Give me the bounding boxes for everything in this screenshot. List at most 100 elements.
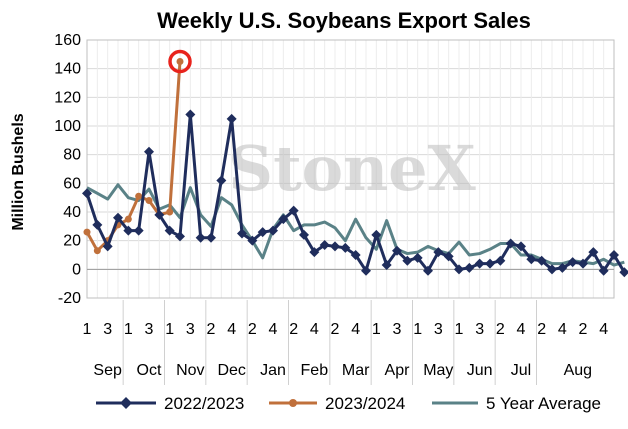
data-point xyxy=(113,212,123,223)
y-tick-label: 20 xyxy=(63,233,81,250)
x-tick-label: 4 xyxy=(599,321,608,338)
y-tick-labels: -20 0 20 40 60 80 100 120 140 160 xyxy=(54,32,81,307)
data-point xyxy=(464,262,475,273)
month-label: Sep xyxy=(93,362,122,379)
data-point xyxy=(609,250,619,260)
data-point xyxy=(124,215,132,223)
month-label: Apr xyxy=(385,362,411,379)
data-point xyxy=(145,197,153,205)
month-label: Oct xyxy=(137,362,162,379)
x-tick-label: 3 xyxy=(393,321,402,338)
data-point xyxy=(402,255,413,266)
data-point xyxy=(330,241,340,252)
data-point xyxy=(166,208,174,216)
data-point xyxy=(185,109,196,120)
x-tick-label: 1 xyxy=(372,321,381,338)
y-tick-label: 120 xyxy=(54,89,81,106)
data-point xyxy=(195,232,206,243)
month-label: Aug xyxy=(564,362,592,379)
data-point xyxy=(299,229,309,240)
y-tick-label: -20 xyxy=(58,290,81,307)
data-point xyxy=(144,146,154,157)
highlight-circle xyxy=(168,49,192,74)
legend-swatch-marker xyxy=(120,397,132,409)
x-tick-label: 4 xyxy=(517,321,526,338)
legend-label: 2023/2024 xyxy=(325,394,405,413)
x-tick-label: 2 xyxy=(248,321,257,338)
x-tick-label: 4 xyxy=(558,321,567,338)
data-point xyxy=(268,225,278,236)
x-tick-label: 3 xyxy=(434,321,443,338)
data-point xyxy=(154,209,165,220)
data-point xyxy=(340,242,351,253)
data-point xyxy=(93,247,101,255)
month-label: Jul xyxy=(511,362,531,379)
data-point xyxy=(226,113,237,124)
x-tick-label: 2 xyxy=(331,321,340,338)
data-point xyxy=(92,219,103,230)
data-point xyxy=(516,241,526,252)
data-point xyxy=(454,264,464,275)
month-label: Feb xyxy=(301,362,329,379)
data-point xyxy=(135,192,143,200)
legend-swatch-marker xyxy=(289,399,297,407)
data-point xyxy=(412,252,423,263)
data-point xyxy=(206,232,216,243)
data-point xyxy=(216,175,227,186)
series-layer xyxy=(82,49,628,278)
x-tick-label: 2 xyxy=(537,321,546,338)
data-point xyxy=(257,227,268,238)
month-label: Jun xyxy=(467,362,493,379)
data-point xyxy=(278,214,289,225)
data-point xyxy=(288,205,299,216)
data-point xyxy=(237,228,247,239)
month-label: Jan xyxy=(260,362,286,379)
x-tick-label: 3 xyxy=(186,321,195,338)
data-point xyxy=(175,231,185,242)
watermark-text: StoneX xyxy=(228,132,476,205)
data-point xyxy=(619,267,628,278)
data-point xyxy=(350,250,361,260)
series-line xyxy=(86,183,625,267)
x-tick-label: 1 xyxy=(413,321,422,338)
month-label: Mar xyxy=(342,362,370,379)
series-line xyxy=(85,61,182,253)
data-point xyxy=(567,257,578,268)
data-point xyxy=(505,238,516,249)
data-point xyxy=(578,258,588,269)
data-point xyxy=(133,225,144,236)
legend: 2022/2023 2023/2024 5 Year Average xyxy=(96,394,601,413)
x-tick-label: 1 xyxy=(83,321,92,338)
x-tick-label: 2 xyxy=(579,321,588,338)
y-tick-label: 160 xyxy=(54,32,81,49)
x-tick-label: 2 xyxy=(496,321,505,338)
legend-label: 2022/2023 xyxy=(164,394,244,413)
legend-item: 2022/2023 xyxy=(96,394,244,413)
x-tick-label: 1 xyxy=(455,321,464,338)
x-tick-label: 2 xyxy=(207,321,216,338)
data-point xyxy=(123,225,134,236)
legend-label: 5 Year Average xyxy=(486,394,601,413)
x-tick-label: 3 xyxy=(103,321,112,338)
chart-title: Weekly U.S. Soybeans Export Sales xyxy=(157,8,531,33)
legend-item: 5 Year Average xyxy=(432,394,601,413)
y-tick-label: 140 xyxy=(54,61,81,78)
data-point xyxy=(433,247,444,258)
data-point xyxy=(526,254,537,265)
x-tick-label: 4 xyxy=(269,321,278,338)
y-tick-label: 80 xyxy=(63,147,81,164)
data-point xyxy=(443,251,454,262)
month-label: Dec xyxy=(217,362,245,379)
y-axis-label: Million Bushels xyxy=(10,113,27,230)
data-point xyxy=(361,265,371,276)
x-tick-label: 4 xyxy=(227,321,236,338)
data-point xyxy=(536,255,547,266)
data-point xyxy=(371,229,382,240)
data-point xyxy=(176,58,184,65)
data-point xyxy=(557,262,568,273)
data-point xyxy=(164,225,175,236)
data-point xyxy=(247,235,258,246)
